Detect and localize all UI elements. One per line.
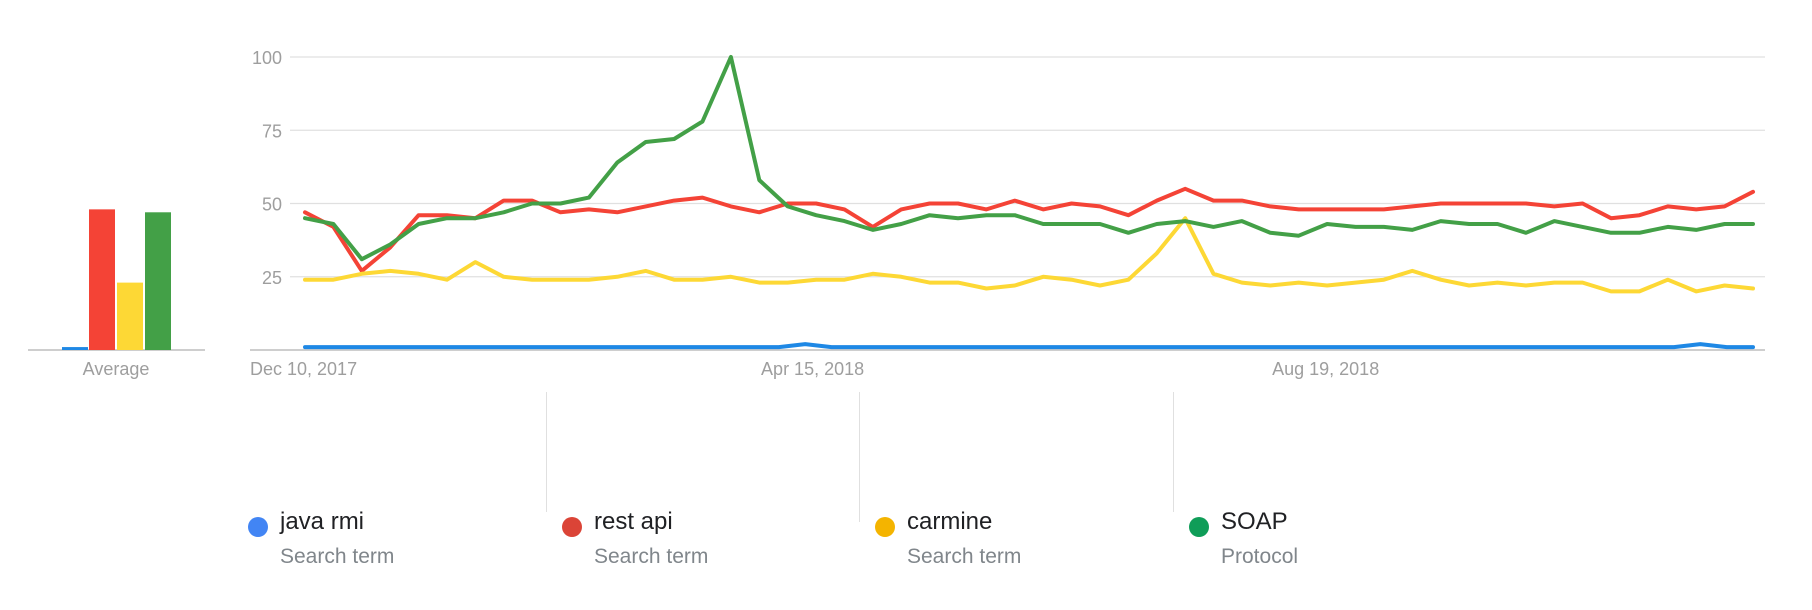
x-tick-labels-group: Dec 10, 2017 Apr 15, 2018 Aug 19, 2018 bbox=[250, 359, 1379, 379]
average-bar-java-rmi bbox=[62, 347, 88, 350]
legend-divider bbox=[1173, 392, 1174, 512]
legend-subtitle-java-rmi: Search term bbox=[280, 545, 395, 568]
series-line-rest-api bbox=[303, 186, 1755, 273]
x-tick-label: Aug 19, 2018 bbox=[1272, 359, 1379, 379]
average-bar-rest-api bbox=[89, 209, 115, 350]
series-lines-group bbox=[303, 55, 1755, 350]
legend: java rmi Search term rest api Search ter… bbox=[248, 392, 1788, 610]
legend-subtitle-carmine: Search term bbox=[907, 545, 1022, 568]
y-tick-label: 100 bbox=[252, 48, 282, 68]
x-tick-label: Apr 15, 2018 bbox=[761, 359, 864, 379]
average-bar-carmine bbox=[117, 282, 143, 350]
average-label: Average bbox=[83, 359, 150, 379]
y-tick-label: 25 bbox=[262, 268, 282, 288]
y-tick-label: 50 bbox=[262, 195, 282, 215]
legend-dot-carmine bbox=[875, 517, 895, 537]
legend-label-rest-api: rest api bbox=[594, 508, 673, 535]
y-tick-label: 75 bbox=[262, 121, 282, 141]
legend-dot-java-rmi bbox=[248, 517, 268, 537]
legend-label-carmine: carmine bbox=[907, 508, 993, 535]
legend-subtitle-soap: Protocol bbox=[1221, 545, 1299, 568]
x-tick-label: Dec 10, 2017 bbox=[250, 359, 357, 379]
series-line-soap bbox=[303, 55, 1755, 262]
average-bars-group: Average bbox=[28, 209, 205, 379]
legend-subtitle-rest-api: Search term bbox=[594, 545, 709, 568]
legend-dot-rest-api bbox=[562, 517, 582, 537]
legend-dot-soap bbox=[1189, 517, 1209, 537]
series-line-java-rmi bbox=[303, 342, 1755, 350]
legend-divider bbox=[546, 392, 547, 512]
gridlines-group: 25 50 75 100 bbox=[250, 48, 1765, 351]
legend-label-soap: SOAP bbox=[1221, 508, 1288, 535]
series-line-carmine bbox=[303, 216, 1755, 294]
legend-label-java-rmi: java rmi bbox=[280, 508, 365, 535]
legend-divider bbox=[859, 392, 860, 522]
average-bar-soap bbox=[145, 212, 171, 350]
